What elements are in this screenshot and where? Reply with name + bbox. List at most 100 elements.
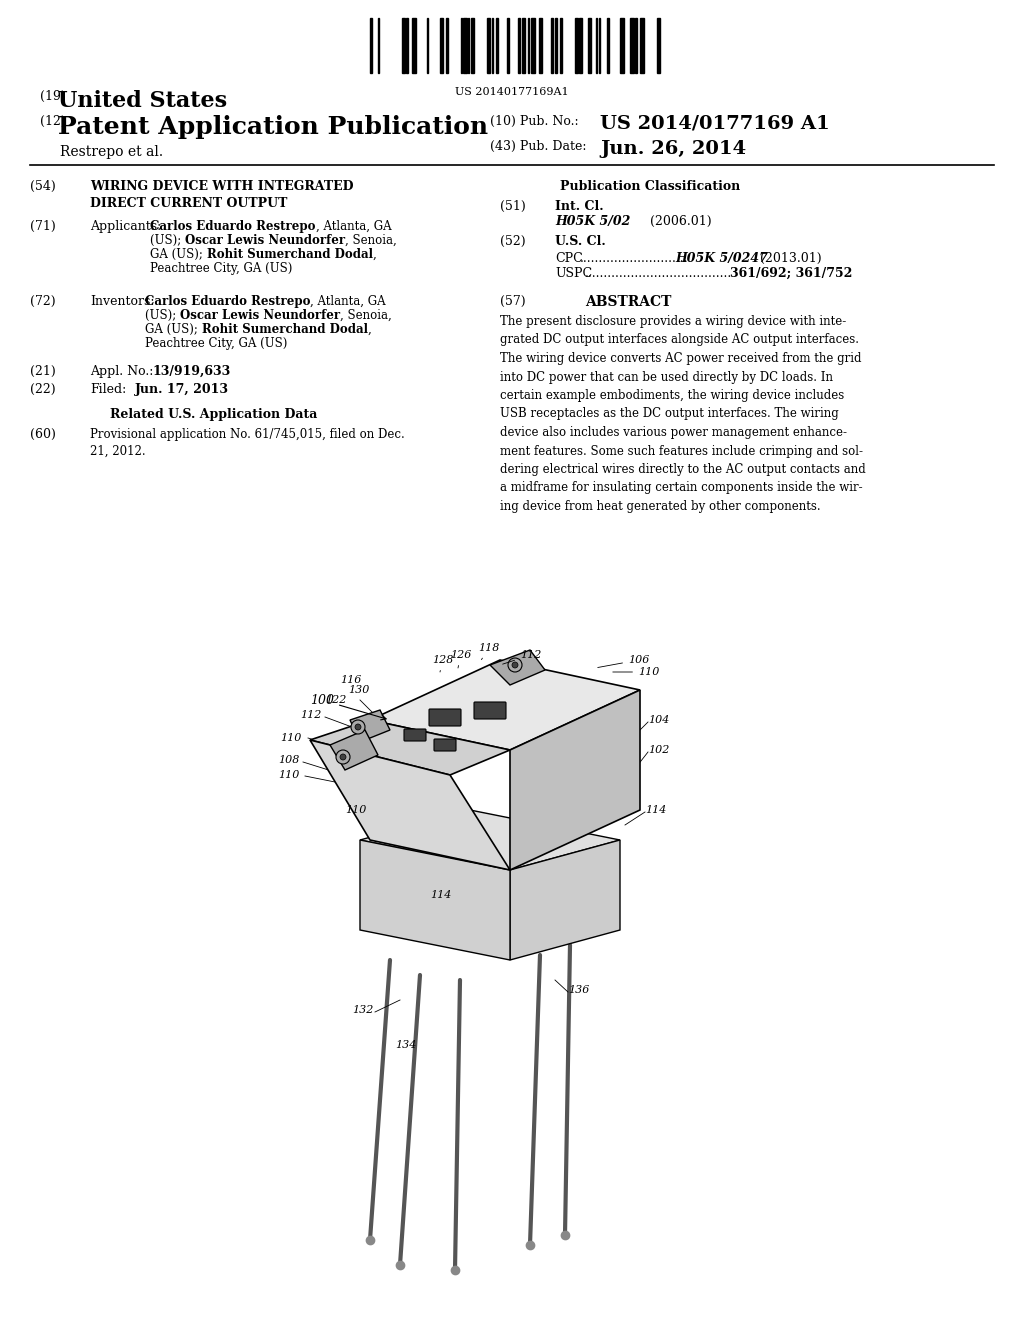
Text: 110: 110: [345, 805, 367, 814]
Text: 110: 110: [280, 733, 301, 743]
Bar: [463, 18, 467, 73]
Bar: [575, 18, 578, 73]
Circle shape: [512, 663, 518, 668]
Text: 108: 108: [278, 755, 299, 766]
Polygon shape: [330, 730, 378, 770]
Bar: [445, 18, 449, 73]
Text: ,: ,: [373, 248, 377, 261]
Bar: [531, 18, 535, 73]
Text: GA (US);: GA (US);: [145, 323, 202, 337]
Text: ABSTRACT: ABSTRACT: [585, 294, 672, 309]
Text: 100: 100: [310, 693, 386, 719]
Text: Inventors:: Inventors:: [90, 294, 155, 308]
Text: 13/919,633: 13/919,633: [152, 366, 230, 378]
Circle shape: [508, 657, 522, 672]
Text: 132: 132: [352, 1005, 374, 1015]
Text: WIRING DEVICE WITH INTEGRATED
DIRECT CURRENT OUTPUT: WIRING DEVICE WITH INTEGRATED DIRECT CUR…: [90, 180, 353, 210]
Circle shape: [351, 719, 365, 734]
FancyBboxPatch shape: [404, 729, 426, 741]
Text: Int. Cl.: Int. Cl.: [555, 201, 603, 213]
Bar: [487, 18, 490, 73]
Bar: [551, 18, 553, 73]
Text: Jun. 26, 2014: Jun. 26, 2014: [600, 140, 746, 158]
Text: 116: 116: [340, 675, 361, 685]
Text: ,: ,: [368, 323, 372, 337]
Text: Provisional application No. 61/745,015, filed on Dec.
21, 2012.: Provisional application No. 61/745,015, …: [90, 428, 404, 458]
Text: GA (US);: GA (US);: [150, 248, 207, 261]
FancyBboxPatch shape: [429, 709, 461, 726]
Text: USPC: USPC: [555, 267, 592, 280]
Text: (43) Pub. Date:: (43) Pub. Date:: [490, 140, 587, 153]
Text: 128: 128: [432, 655, 454, 672]
Text: Restrepo et al.: Restrepo et al.: [60, 145, 163, 158]
Bar: [579, 18, 582, 73]
Text: (US);: (US);: [150, 234, 185, 247]
Bar: [378, 18, 379, 73]
Text: 114: 114: [430, 890, 452, 900]
Text: (19): (19): [40, 90, 66, 103]
Bar: [630, 18, 634, 73]
Text: 112: 112: [300, 710, 322, 719]
Text: 126: 126: [450, 649, 471, 668]
Text: (51): (51): [500, 201, 525, 213]
Text: US 2014/0177169 A1: US 2014/0177169 A1: [600, 115, 829, 133]
Text: H05K 5/02: H05K 5/02: [555, 215, 631, 228]
Bar: [507, 18, 509, 73]
Polygon shape: [310, 741, 510, 870]
FancyBboxPatch shape: [434, 739, 456, 751]
Bar: [370, 18, 372, 73]
Text: Filed:: Filed:: [90, 383, 126, 396]
Text: (71): (71): [30, 220, 55, 234]
Text: 130: 130: [348, 685, 370, 696]
Text: 114: 114: [645, 805, 667, 814]
Bar: [596, 18, 597, 73]
Text: , Atlanta, GA: , Atlanta, GA: [315, 220, 391, 234]
Bar: [496, 18, 499, 73]
Text: ......................................: ......................................: [585, 267, 732, 280]
Polygon shape: [510, 840, 620, 960]
Text: (2006.01): (2006.01): [650, 215, 712, 228]
FancyBboxPatch shape: [474, 702, 506, 719]
Text: , Senoia,: , Senoia,: [340, 309, 392, 322]
Text: 136: 136: [568, 985, 590, 995]
Text: Peachtree City, GA (US): Peachtree City, GA (US): [145, 337, 288, 350]
Bar: [621, 18, 624, 73]
Bar: [657, 18, 659, 73]
Bar: [461, 18, 462, 73]
Text: Jun. 17, 2013: Jun. 17, 2013: [135, 383, 229, 396]
Text: Peachtree City, GA (US): Peachtree City, GA (US): [150, 261, 293, 275]
Bar: [402, 18, 404, 73]
Text: 104: 104: [648, 715, 670, 725]
Text: (72): (72): [30, 294, 55, 308]
Text: CPC: CPC: [555, 252, 583, 265]
Text: 122: 122: [325, 696, 346, 705]
Text: (10) Pub. No.:: (10) Pub. No.:: [490, 115, 579, 128]
Circle shape: [355, 723, 361, 730]
Text: Related U.S. Application Data: Related U.S. Application Data: [110, 408, 317, 421]
Circle shape: [336, 750, 350, 764]
Text: (52): (52): [500, 235, 525, 248]
Bar: [439, 18, 442, 73]
Polygon shape: [490, 649, 545, 685]
Text: US 20140177169A1: US 20140177169A1: [456, 87, 568, 96]
Bar: [607, 18, 609, 73]
Text: Carlos Eduardo Restrepo: Carlos Eduardo Restrepo: [145, 294, 310, 308]
Text: (22): (22): [30, 383, 55, 396]
Text: U.S. Cl.: U.S. Cl.: [555, 235, 606, 248]
Bar: [427, 18, 428, 73]
Bar: [555, 18, 557, 73]
Bar: [560, 18, 561, 73]
Text: Applicants:: Applicants:: [90, 220, 161, 234]
Bar: [528, 18, 529, 73]
Text: Oscar Lewis Neundorfer: Oscar Lewis Neundorfer: [180, 309, 340, 322]
Text: Appl. No.:: Appl. No.:: [90, 366, 154, 378]
Text: Rohit Sumerchand Dodal: Rohit Sumerchand Dodal: [202, 323, 368, 337]
Text: 118: 118: [478, 643, 500, 660]
Bar: [539, 18, 543, 73]
Text: 106: 106: [598, 655, 649, 668]
Text: (2013.01): (2013.01): [760, 252, 821, 265]
Text: H05K 5/0247: H05K 5/0247: [675, 252, 768, 265]
Text: 110: 110: [278, 770, 299, 780]
Bar: [492, 18, 494, 73]
Text: (60): (60): [30, 428, 56, 441]
